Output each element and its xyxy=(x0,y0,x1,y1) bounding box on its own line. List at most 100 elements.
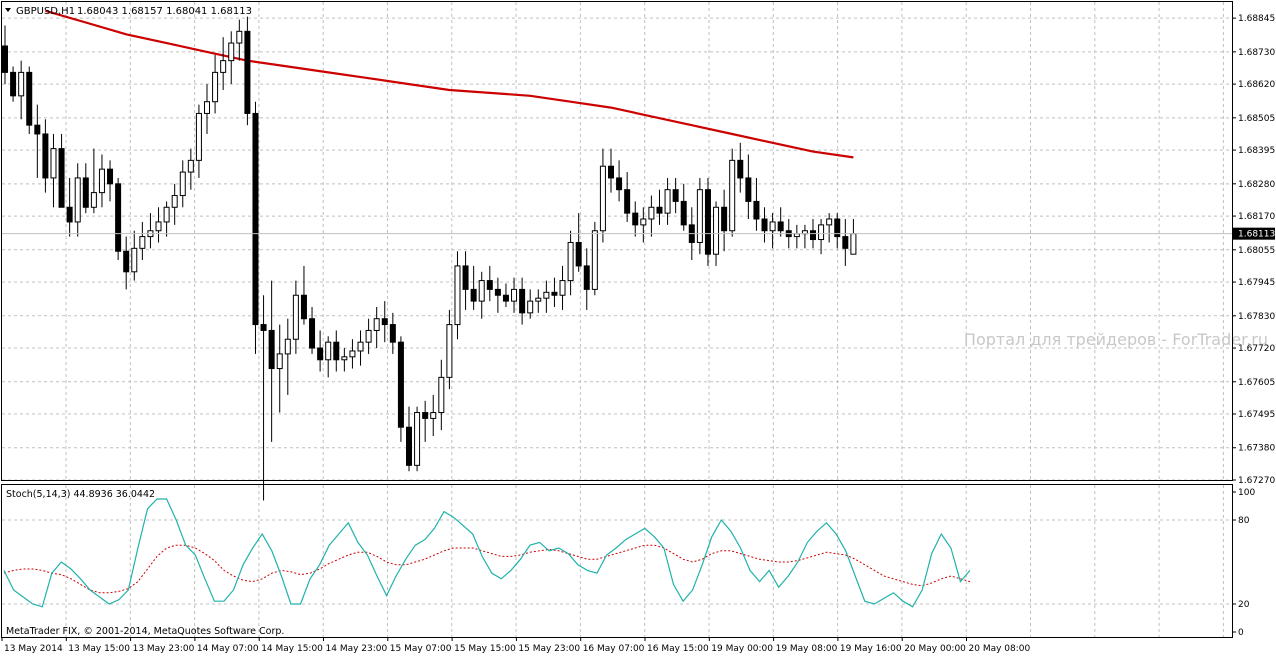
candle[interactable] xyxy=(397,336,404,442)
candle[interactable] xyxy=(721,189,728,252)
candle[interactable] xyxy=(90,148,97,214)
candle[interactable] xyxy=(292,280,299,354)
candle[interactable] xyxy=(317,330,324,372)
candle[interactable] xyxy=(672,177,679,214)
candle[interactable] xyxy=(98,154,105,208)
candle[interactable] xyxy=(478,271,485,319)
candle[interactable] xyxy=(82,163,89,214)
candle[interactable] xyxy=(777,207,784,237)
candle[interactable] xyxy=(511,277,518,313)
symbol-header[interactable]: GBPUSD,H1 1.68043 1.68157 1.68041 1.6811… xyxy=(5,6,252,17)
candle[interactable] xyxy=(414,406,421,472)
candle[interactable] xyxy=(220,37,227,90)
candle[interactable] xyxy=(842,219,849,266)
candle[interactable] xyxy=(430,394,437,437)
candle[interactable] xyxy=(632,201,639,237)
candle[interactable] xyxy=(745,154,752,220)
candle[interactable] xyxy=(171,183,178,225)
candle[interactable] xyxy=(365,318,372,354)
candle[interactable] xyxy=(252,101,259,354)
candle[interactable] xyxy=(454,251,461,340)
candle[interactable] xyxy=(551,277,558,307)
candle[interactable] xyxy=(325,336,332,378)
candle[interactable] xyxy=(309,306,316,354)
candle[interactable] xyxy=(58,133,65,208)
candle[interactable] xyxy=(624,172,631,222)
candle[interactable] xyxy=(438,359,445,431)
candle[interactable] xyxy=(333,330,340,372)
candle[interactable] xyxy=(34,104,41,178)
candle[interactable] xyxy=(446,309,453,390)
candle[interactable] xyxy=(470,265,477,310)
candle[interactable] xyxy=(616,160,623,202)
candle[interactable] xyxy=(50,133,57,208)
candle[interactable] xyxy=(527,289,534,319)
candle[interactable] xyxy=(139,221,146,261)
candle[interactable] xyxy=(163,201,170,237)
candle[interactable] xyxy=(131,230,138,281)
candle[interactable] xyxy=(826,213,833,243)
chevron-down-icon[interactable] xyxy=(5,8,11,12)
candle[interactable] xyxy=(107,160,114,202)
candle[interactable] xyxy=(66,177,73,237)
candle[interactable] xyxy=(268,280,275,442)
candle[interactable] xyxy=(769,213,776,249)
candle[interactable] xyxy=(276,324,283,413)
candle[interactable] xyxy=(187,148,194,190)
candle[interactable] xyxy=(284,318,291,395)
candle[interactable] xyxy=(486,265,493,302)
candle[interactable] xyxy=(349,339,356,369)
candle[interactable] xyxy=(195,104,202,178)
candle[interactable] xyxy=(123,236,130,290)
candlesticks[interactable] xyxy=(2,16,857,501)
candle[interactable] xyxy=(389,312,396,354)
candle[interactable] xyxy=(406,406,412,472)
candle[interactable] xyxy=(341,348,348,372)
candle[interactable] xyxy=(300,265,307,325)
candle[interactable] xyxy=(115,177,122,261)
candle[interactable] xyxy=(608,148,614,193)
candle[interactable] xyxy=(18,60,25,120)
candle[interactable] xyxy=(599,148,606,243)
candle[interactable] xyxy=(422,400,429,442)
candle[interactable] xyxy=(729,148,736,237)
candle[interactable] xyxy=(462,251,469,310)
candle[interactable] xyxy=(381,301,388,343)
candle[interactable] xyxy=(704,177,711,266)
candle[interactable] xyxy=(502,283,509,307)
candle[interactable] xyxy=(640,207,647,243)
candle[interactable] xyxy=(494,277,501,313)
candle[interactable] xyxy=(228,31,235,85)
candle[interactable] xyxy=(26,66,33,134)
candle[interactable] xyxy=(591,221,598,296)
candle[interactable] xyxy=(656,189,663,225)
candle[interactable] xyxy=(575,213,582,272)
candle[interactable] xyxy=(834,213,841,249)
candle[interactable] xyxy=(179,160,186,208)
candle[interactable] xyxy=(42,119,49,193)
candle[interactable] xyxy=(696,177,703,255)
candle[interactable] xyxy=(664,177,671,225)
candle[interactable] xyxy=(204,84,210,134)
candle[interactable] xyxy=(357,330,364,366)
candle[interactable] xyxy=(648,195,655,237)
candle[interactable] xyxy=(2,25,8,85)
candle[interactable] xyxy=(737,142,744,193)
candle[interactable] xyxy=(74,163,81,237)
candle[interactable] xyxy=(244,16,251,126)
candle[interactable] xyxy=(236,19,243,61)
candle[interactable] xyxy=(680,183,687,231)
candle[interactable] xyxy=(10,66,17,102)
candle[interactable] xyxy=(583,248,590,310)
candle[interactable] xyxy=(559,265,566,310)
candle[interactable] xyxy=(212,54,219,114)
candle[interactable] xyxy=(155,207,162,243)
candle[interactable] xyxy=(535,289,542,313)
candle[interactable] xyxy=(818,219,825,255)
candle[interactable] xyxy=(519,277,526,325)
candle[interactable] xyxy=(761,207,768,243)
candle[interactable] xyxy=(373,306,380,349)
candle[interactable] xyxy=(260,295,267,501)
